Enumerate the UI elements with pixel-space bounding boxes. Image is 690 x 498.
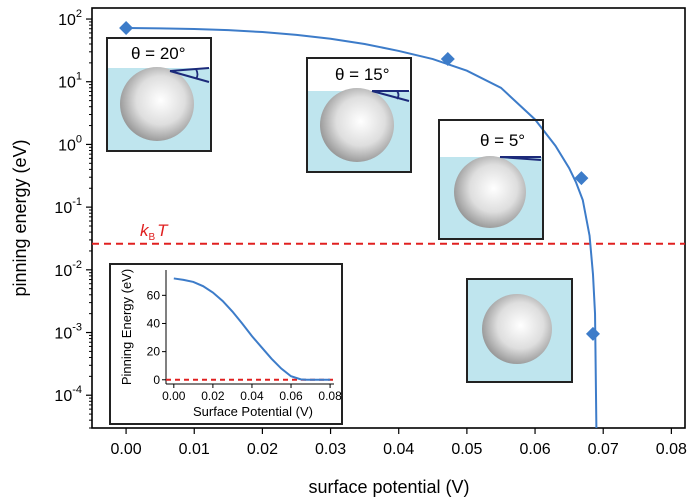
- schematic-1-angle-arc: [195, 68, 199, 80]
- kbt-label-sub: B: [149, 232, 156, 243]
- y-tick-label: 10-2: [54, 259, 82, 280]
- y-tick-base: 10: [54, 200, 72, 217]
- main-plot-frame: [91, 7, 686, 429]
- inset-x-tick-label: 0.08: [318, 389, 342, 403]
- y-tick-base: 10: [54, 326, 72, 343]
- schematic-2-tangent-line: [371, 90, 410, 102]
- y-tick-base: 10: [58, 12, 76, 29]
- x-axis-label: surface potential (V): [308, 477, 469, 497]
- x-tick-label: 0.06: [519, 441, 550, 458]
- data-point-marker: [119, 20, 134, 35]
- inset-y-tick-label: 20: [147, 345, 161, 359]
- inset-y-tick-label: 0: [153, 373, 160, 387]
- y-tick-exponent: 1: [76, 71, 82, 83]
- y-tick-exponent: 0: [76, 133, 82, 145]
- inset-x-axis-label: Surface Potential (V): [193, 404, 313, 419]
- inset-frame: [109, 263, 343, 425]
- inset-x-tick-label: 0.04: [240, 389, 264, 403]
- inset-x-tick-label: 0.06: [279, 389, 303, 403]
- schematic-theta-5: θ = 5°: [438, 119, 544, 240]
- schematic-1-contact-line: [169, 67, 210, 72]
- y-axis-label: pinning energy (eV): [10, 139, 30, 296]
- y-tick-label: 102: [58, 8, 82, 29]
- inset-y-tick-label: 40: [147, 316, 161, 330]
- inset-x-tick-label: 0.00: [162, 389, 186, 403]
- x-axis-ticks: 0.00 0.01 0.02 0.03 0.04 0.05 0.06 0.07 0.08: [111, 428, 687, 458]
- x-tick-label: 0.01: [179, 441, 210, 458]
- x-tick-label: 0.05: [451, 441, 482, 458]
- inset-chart: 0.00 0.02 0.04 0.06 0.08 0 20 40 60 Surface Pot…: [109, 263, 343, 425]
- kbt-label-k: k: [140, 221, 150, 240]
- main-series-line: [126, 26, 598, 429]
- inset-series-line: [173, 277, 331, 381]
- schematic-1-tangent-line: [169, 70, 210, 83]
- data-point-marker: [585, 326, 600, 341]
- main-series-markers: [119, 20, 600, 341]
- kbt-label-t: T: [157, 221, 169, 240]
- x-tick-label: 0.00: [111, 441, 142, 458]
- schematic-2-angle-arc: [396, 90, 400, 100]
- x-tick-label: 0.02: [247, 441, 278, 458]
- y-tick-label: 101: [58, 71, 82, 92]
- kbt-label: kB T: [140, 221, 169, 243]
- y-tick-exponent: -4: [72, 384, 82, 396]
- y-tick-base: 10: [58, 137, 76, 154]
- x-tick-label: 0.03: [315, 441, 346, 458]
- schematic-theta-15: θ = 15°: [306, 57, 412, 173]
- y-tick-base: 10: [54, 388, 72, 405]
- schematic-immersed: [466, 278, 573, 383]
- y-tick-label: 10-4: [54, 384, 82, 405]
- x-tick-label: 0.04: [383, 441, 414, 458]
- schematic-3-sphere: [454, 156, 526, 228]
- y-tick-base: 10: [54, 263, 72, 280]
- schematic-3-tangent-line: [499, 156, 542, 161]
- inset-x-tick-label: 0.02: [201, 389, 225, 403]
- inset-y-axis-ticks: 0 20 40 60: [147, 288, 166, 387]
- x-tick-label: 0.07: [588, 441, 619, 458]
- y-tick-label: 100: [58, 133, 82, 154]
- y-tick-label: 10-3: [54, 322, 82, 343]
- schematic-1-angle-label: θ = 20°: [131, 44, 186, 63]
- y-tick-exponent: -2: [72, 259, 82, 271]
- schematic-1-frame: [106, 37, 212, 152]
- y-tick-base: 10: [58, 75, 76, 92]
- y-tick-exponent: -1: [72, 196, 82, 208]
- inset-y-axis-label: Pinning Energy (eV): [119, 269, 134, 385]
- schematic-2-frame: [306, 57, 412, 173]
- schematic-2-sphere: [320, 88, 394, 162]
- x-tick-label: 0.08: [656, 441, 687, 458]
- y-tick-label: 10-1: [54, 196, 82, 217]
- y-tick-exponent: 2: [76, 8, 82, 20]
- y-tick-exponent: -3: [72, 322, 82, 334]
- schematic-3-angle-label: θ = 5°: [480, 131, 525, 150]
- schematic-theta-20: θ = 20°: [106, 37, 212, 152]
- schematic-4-frame: [466, 278, 573, 383]
- data-point-marker: [574, 171, 589, 186]
- schematic-4-sphere: [482, 294, 552, 364]
- inset-y-tick-label: 60: [147, 288, 161, 302]
- schematic-3-frame: [438, 119, 544, 240]
- inset-x-axis-ticks: 0.00 0.02 0.04 0.06 0.08: [162, 384, 342, 403]
- schematic-1-sphere: [120, 67, 194, 141]
- schematic-2-angle-label: θ = 15°: [335, 65, 390, 84]
- data-point-marker: [440, 52, 455, 67]
